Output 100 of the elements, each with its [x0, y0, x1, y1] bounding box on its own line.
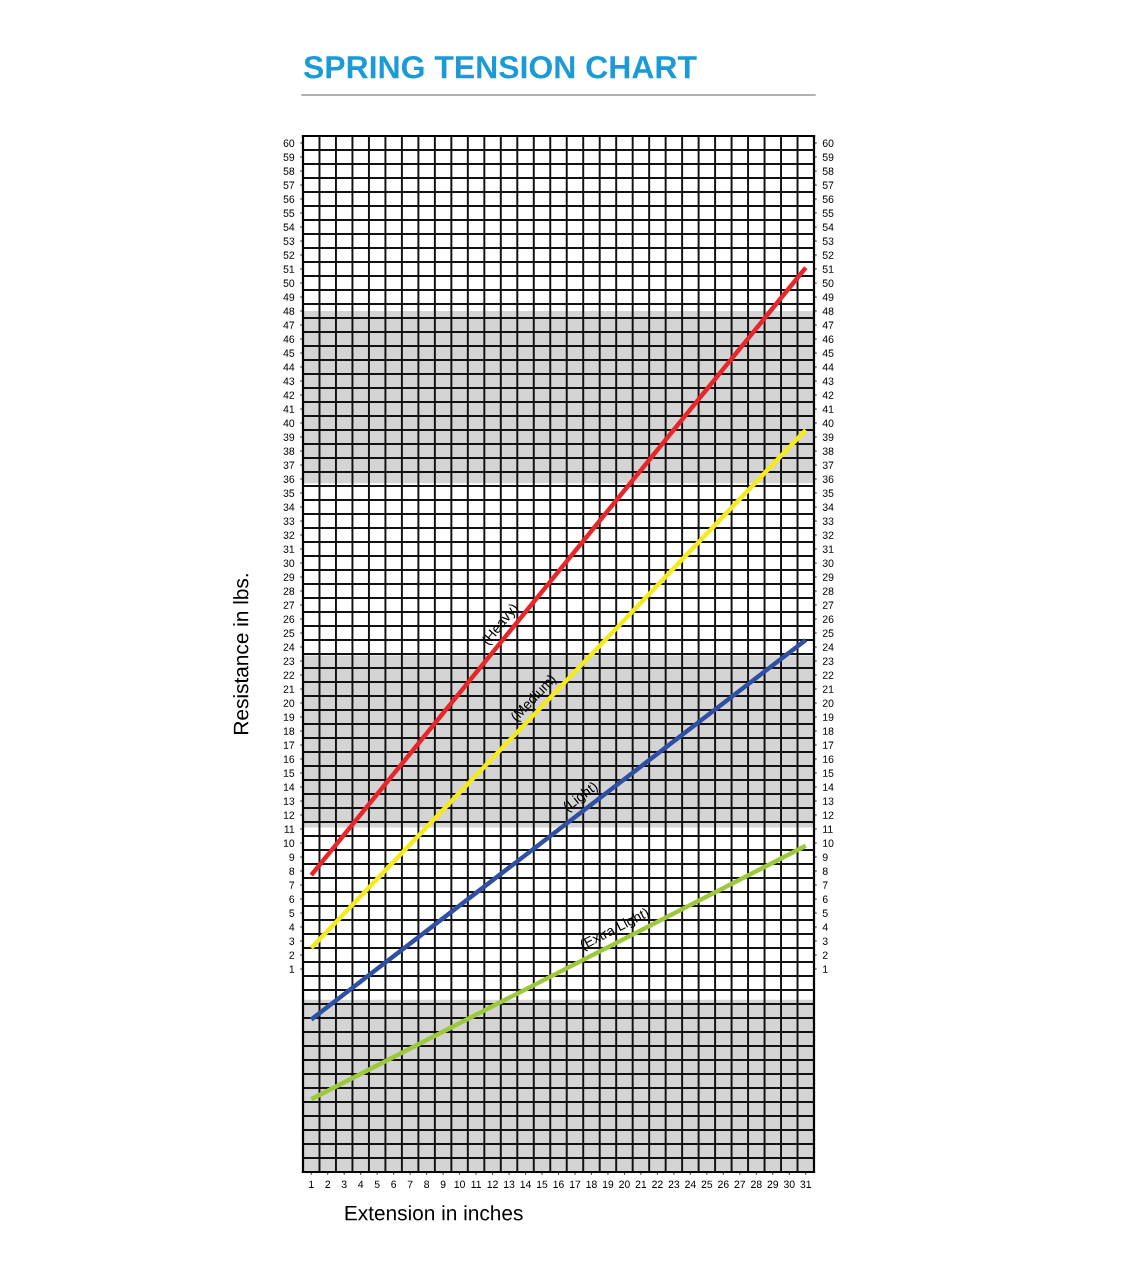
y-tick-label: 50: [283, 279, 295, 287]
x-tick-label: 16: [553, 1180, 564, 1188]
y-tick-label: 56: [283, 195, 295, 203]
y2-tick-label: 58: [822, 167, 834, 175]
y-tick-label: 32: [283, 531, 295, 539]
y-tick-label: 29: [283, 573, 295, 581]
y2-tick-label: 30: [822, 559, 834, 567]
y-tick-label: 41: [283, 405, 295, 413]
y2-tick-label: 15: [823, 769, 834, 777]
y2-tick-label: 54: [822, 223, 834, 231]
y2-tick-label: 4: [822, 923, 828, 931]
y2-tick-label: 35: [822, 489, 834, 497]
y-tick-label: 44: [283, 363, 295, 371]
x-tick-label: 1: [309, 1180, 314, 1188]
x-tick-label: 15: [537, 1180, 548, 1188]
y2-tick-label: 40: [822, 419, 834, 427]
y-tick-label: 31: [283, 545, 295, 553]
y-tick-label: 59: [283, 153, 295, 161]
x-tick-label: 4: [358, 1180, 364, 1188]
y-tick-label: 18: [283, 727, 295, 735]
x-tick-label: 9: [440, 1180, 446, 1188]
y2-tick-label: 3: [822, 937, 828, 945]
x-tick-label: 6: [391, 1180, 397, 1188]
y2-tick-label: 1: [823, 965, 828, 973]
y-tick-label: 37: [283, 461, 295, 469]
x-tick-label: 20: [619, 1180, 630, 1188]
y-tick-label: 39: [283, 433, 295, 441]
y2-tick-label: 7: [822, 881, 828, 889]
y2-tick-label: 51: [822, 265, 834, 273]
y-tick-label: 14: [283, 783, 295, 791]
y2-tick-label: 56: [822, 195, 834, 203]
y2-tick-label: 11: [823, 825, 833, 833]
y2-tick-label: 50: [822, 279, 834, 287]
y-tick-label: 20: [283, 699, 295, 707]
y2-tick-label: 2: [822, 951, 828, 959]
y-tick-label: 5: [289, 909, 295, 917]
y2-tick-label: 6: [822, 895, 828, 903]
y2-tick-label: 37: [822, 461, 834, 469]
y2-tick-label: 45: [822, 349, 834, 357]
y2-tick-label: 43: [822, 377, 834, 385]
y2-tick-label: 23: [822, 657, 834, 665]
y2-tick-label: 46: [822, 335, 834, 343]
y-tick-label: 30: [283, 559, 295, 567]
y-tick-label: 33: [283, 517, 295, 525]
y2-tick-label: 9: [822, 853, 828, 861]
y-tick-label: 57: [283, 181, 295, 189]
y-tick-label: 16: [283, 755, 295, 763]
x-tick-label: 26: [718, 1180, 729, 1188]
y2-tick-label: 34: [822, 503, 834, 511]
x-tick-label: 19: [602, 1180, 614, 1188]
y2-tick-label: 52: [822, 251, 834, 259]
x-tick-label: 7: [407, 1180, 413, 1188]
y-tick-label: 6: [289, 895, 295, 903]
y-tick-label: 34: [283, 503, 295, 511]
x-tick-label: 5: [374, 1180, 380, 1188]
y-tick-label: 51: [283, 265, 295, 273]
y-tick-label: 15: [283, 769, 295, 777]
y-axis-title: Resistance in lbs.: [233, 574, 249, 734]
y-tick-label: 22: [283, 671, 295, 679]
y-tick-label: 24: [283, 643, 295, 651]
y2-tick-label: 14: [823, 783, 834, 791]
x-tick-label: 12: [487, 1180, 498, 1188]
y-tick-label: 47: [283, 321, 295, 329]
y-tick-label: 13: [283, 797, 295, 805]
y-tick-label: 8: [289, 867, 295, 875]
y2-tick-label: 13: [823, 797, 834, 805]
y2-tick-label: 49: [822, 293, 834, 301]
y2-tick-label: 48: [822, 307, 834, 315]
y-tick-label: 9: [289, 853, 295, 861]
y-tick-label: 43: [283, 377, 295, 385]
y-tick-label: 54: [283, 223, 295, 231]
y-tick-label: 23: [283, 657, 295, 665]
y2-tick-label: 10: [823, 839, 834, 847]
x-tick-label: 14: [520, 1180, 532, 1188]
y2-tick-label: 19: [823, 713, 834, 721]
x-tick-label: 30: [783, 1180, 795, 1188]
x-tick-label: 23: [668, 1180, 680, 1188]
x-tick-label: 29: [767, 1180, 779, 1188]
y-tick-label: 28: [283, 587, 295, 595]
y2-tick-label: 59: [822, 153, 834, 161]
y-tick-label: 42: [283, 391, 295, 399]
chart-title: SPRING TENSION CHART: [303, 55, 697, 79]
y-tick-label: 25: [283, 629, 295, 637]
y2-tick-label: 53: [822, 237, 834, 245]
y2-tick-label: 25: [822, 629, 834, 637]
y-tick-label: 11: [284, 825, 295, 833]
y-tick-label: 46: [283, 335, 295, 343]
y2-tick-label: 33: [822, 517, 834, 525]
y2-tick-label: 24: [822, 643, 834, 651]
y2-tick-label: 27: [822, 601, 834, 609]
y-tick-label: 53: [283, 237, 295, 245]
y2-tick-label: 21: [822, 685, 834, 693]
y-tick-label: 21: [283, 685, 295, 693]
y2-tick-label: 47: [822, 321, 834, 329]
y2-tick-label: 55: [822, 209, 834, 217]
y2-tick-label: 22: [822, 671, 834, 679]
y-tick-label: 48: [283, 307, 295, 315]
y-tick-label: 4: [289, 923, 295, 931]
y2-tick-label: 8: [822, 867, 828, 875]
y2-tick-label: 20: [822, 699, 834, 707]
